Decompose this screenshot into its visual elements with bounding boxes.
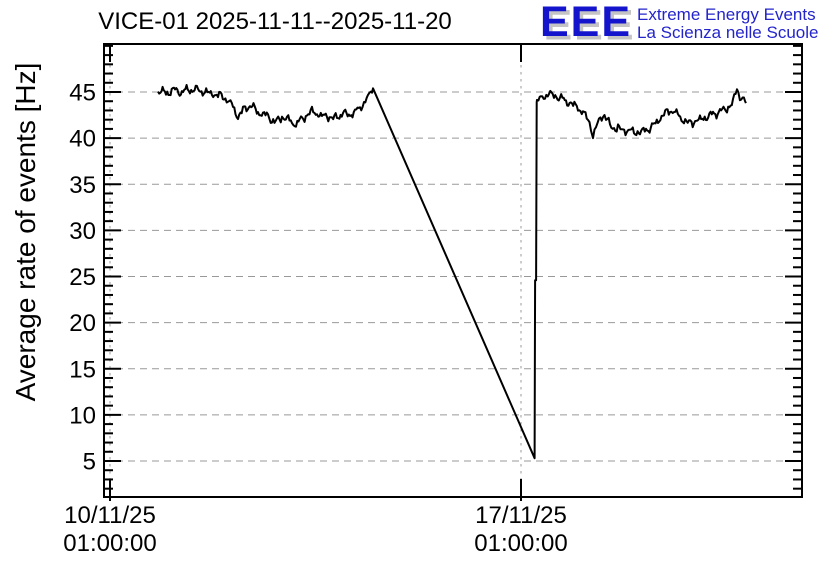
- plot-frame: [103, 43, 803, 498]
- y-tick-label: 25: [69, 264, 96, 291]
- eee-logo-acronym: EEE: [540, 0, 633, 46]
- x-tick-label-time: 01:00:00: [474, 530, 567, 557]
- x-tick-label-date: 10/11/25: [64, 502, 156, 529]
- y-axis-title: Average rate of events [Hz]: [10, 62, 41, 402]
- rate-curve: [157, 84, 747, 460]
- y-tick-label: 5: [83, 449, 96, 476]
- x-tick-label-date: 17/11/25: [475, 502, 567, 529]
- chart-title: VICE-01 2025-11-11--2025-11-20: [98, 8, 452, 35]
- y-tick-label: 10: [69, 402, 96, 429]
- y-tick-label: 35: [69, 172, 96, 199]
- y-tick-label: 20: [69, 310, 96, 337]
- eee-logo-line2: La Scienza nelle Scuole: [637, 22, 819, 42]
- eee-logo-text: Extreme Energy Events La Scienza nelle S…: [637, 6, 818, 41]
- y-tick-label: 40: [69, 126, 96, 153]
- y-tick-label: 15: [69, 356, 96, 383]
- y-tick-label: 45: [69, 80, 96, 107]
- x-tick-label-time: 01:00:00: [63, 530, 156, 557]
- y-tick-label: 30: [69, 218, 96, 245]
- eee-logo-line1: Extreme Energy Events: [637, 5, 816, 24]
